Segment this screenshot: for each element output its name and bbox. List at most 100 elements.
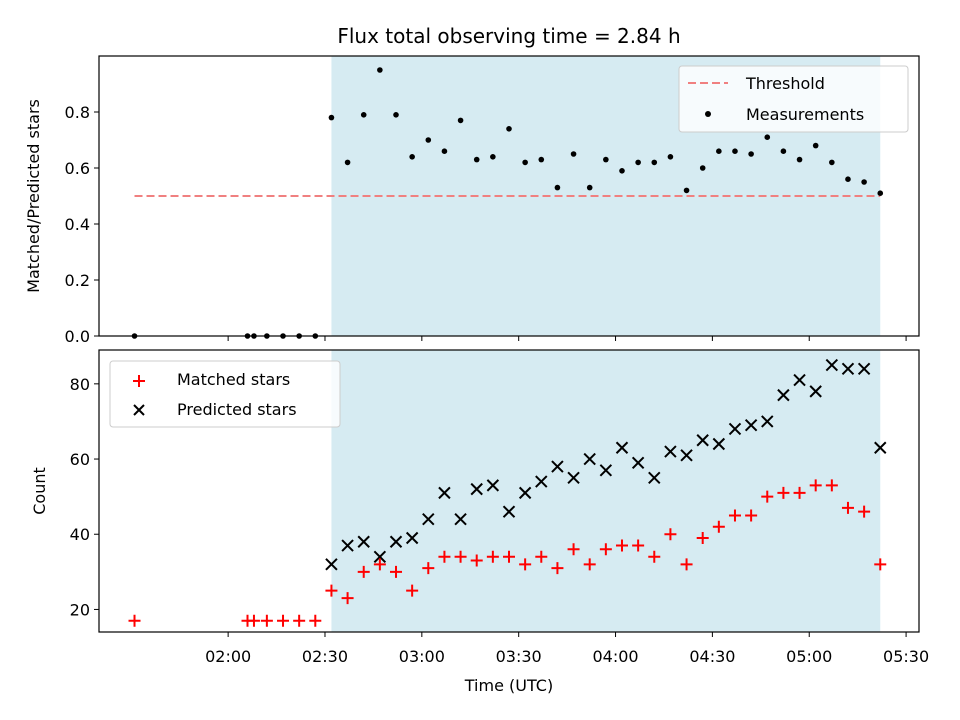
predicted-star-point — [841, 362, 855, 376]
measurement-point — [603, 156, 609, 163]
measurement-point — [586, 184, 593, 191]
matched-star-point — [422, 562, 435, 575]
predicted-star-point — [664, 445, 677, 458]
predicted-star-point — [825, 358, 839, 372]
matched-star-point — [712, 520, 725, 533]
predicted-star-point — [777, 388, 790, 402]
matched-star-point — [470, 554, 483, 567]
measurement-point — [619, 168, 625, 174]
top-y-tick-label: 0.2 — [65, 271, 90, 290]
measurement-point — [845, 176, 851, 182]
matched-star-point — [438, 550, 451, 563]
predicted-star-point — [341, 539, 354, 552]
measurement-point — [877, 190, 884, 196]
legend-matched-label: Matched stars — [177, 370, 290, 389]
bottom-legend-box — [109, 360, 341, 428]
matched-star-point — [486, 550, 499, 563]
matched-star-point — [454, 550, 467, 563]
bottom-x-tick-label: 03:00 — [399, 647, 445, 666]
predicted-star-point — [615, 441, 629, 454]
top-measurement-points — [131, 67, 884, 339]
measurement-point — [522, 159, 528, 166]
measurement-point — [716, 148, 722, 154]
bottom-y-tick-label: 60 — [70, 450, 90, 469]
bottom-y-axis-label: Count — [30, 467, 49, 515]
bottom-x-tick-label: 02:00 — [205, 647, 251, 666]
bottom-x-tick-label: 04:30 — [689, 647, 735, 666]
measurement-point — [748, 151, 754, 157]
matched-star-point — [519, 558, 532, 571]
bottom-x-tick-label: 02:30 — [302, 647, 348, 666]
bottom-y-tick-label: 80 — [70, 375, 90, 394]
matched-star-point — [277, 614, 290, 627]
legend-predicted-swatch — [133, 404, 145, 416]
predicted-star-point — [631, 456, 645, 470]
top-legend-box — [678, 65, 909, 133]
measurement-point — [490, 154, 496, 160]
bottom-y-tick-label: 40 — [70, 525, 90, 544]
matched-star-point — [325, 584, 338, 597]
legend-measurements-label: Measurements — [746, 105, 864, 124]
predicted-star-point — [470, 482, 483, 496]
matched-star-point — [648, 550, 661, 563]
measurement-point — [764, 134, 771, 140]
measurement-point — [554, 184, 561, 191]
matched-star-point — [583, 558, 596, 571]
measurement-point — [538, 156, 545, 163]
matched-star-point — [615, 539, 628, 552]
bottom-x-tick-label: 03:30 — [496, 647, 542, 666]
predicted-star-point — [373, 550, 387, 564]
predicted-star-point — [325, 558, 338, 571]
measurement-point — [699, 165, 706, 171]
predicted-star-point — [728, 422, 742, 436]
measurement-point — [780, 148, 787, 154]
matched-star-point — [357, 565, 370, 578]
measurement-point — [344, 159, 351, 166]
matched-star-point — [728, 509, 741, 522]
matched-star-point — [793, 486, 806, 499]
predicted-star-point — [583, 452, 596, 466]
measurement-point — [667, 154, 674, 160]
top-y-ticks: 0.0 0.2 0.4 0.6 0.8 — [65, 103, 99, 346]
bottom-matched-points — [128, 479, 887, 627]
measurement-point — [861, 179, 867, 185]
legend-threshold-label: Threshold — [745, 74, 825, 93]
predicted-star-point — [502, 505, 516, 518]
matched-star-point — [777, 486, 790, 499]
matched-star-point — [293, 614, 306, 627]
measurement-point — [441, 148, 448, 154]
matched-star-point — [390, 565, 403, 578]
matched-star-point — [406, 584, 419, 597]
predicted-star-point — [551, 460, 564, 473]
top-panel: 0.0 0.2 0.4 0.6 0.8 Flux total observing tim… — [24, 24, 920, 346]
matched-star-point — [341, 592, 354, 605]
bottom-x-tick-label: 05:00 — [786, 647, 832, 666]
measurement-point — [732, 148, 738, 154]
matched-star-point — [503, 550, 515, 563]
matched-star-point — [260, 614, 273, 627]
measurement-point — [393, 112, 399, 118]
matched-star-point — [745, 509, 758, 522]
matched-star-point — [825, 479, 838, 492]
top-y-axis-label: Matched/Predicted stars — [24, 99, 43, 293]
predicted-star-point — [696, 434, 709, 447]
measurement-point — [829, 159, 835, 166]
bottom-axes-frame — [98, 349, 920, 633]
top-y-tick-label: 0.6 — [65, 159, 90, 178]
matched-star-point — [841, 501, 854, 514]
predicted-star-point — [712, 437, 726, 451]
matched-star-point — [809, 479, 822, 492]
bottom-shaded-span — [331, 350, 881, 632]
predicted-star-point — [405, 531, 419, 545]
top-x-ticks — [227, 336, 907, 341]
top-y-tick-label: 0.0 — [65, 327, 90, 346]
predicted-star-point — [567, 471, 580, 485]
legend-predicted-label: Predicted stars — [177, 400, 297, 419]
matched-star-point — [373, 558, 386, 571]
predicted-star-point — [535, 475, 548, 488]
predicted-star-point — [486, 479, 500, 492]
matched-star-point — [858, 505, 871, 518]
bottom-x-tick-label: 04:00 — [592, 647, 638, 666]
predicted-star-point — [648, 471, 661, 485]
top-legend: Threshold Measurements — [678, 65, 909, 133]
